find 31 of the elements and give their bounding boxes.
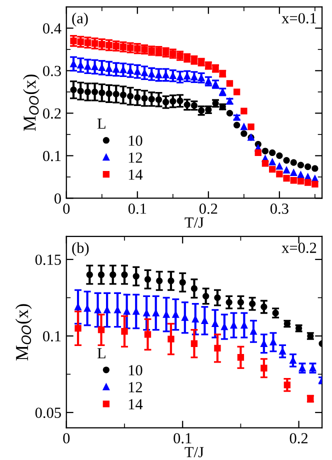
annotation: (a) xyxy=(72,12,88,26)
legend-label: 10 xyxy=(128,365,142,376)
legend-title: L xyxy=(97,348,106,358)
y-axis-title: M$_{OO}$(x) xyxy=(23,74,40,131)
x-tick-label: 0 xyxy=(63,204,70,214)
x-tick-label: 0.1 xyxy=(128,204,146,214)
x-tick-label: 0.3 xyxy=(270,204,288,214)
legend-title: L xyxy=(97,118,106,129)
x-axis-title: T/J xyxy=(184,447,204,458)
y-tick-label: 0.15 xyxy=(35,254,61,265)
y-tick-label: 0.1 xyxy=(43,150,61,162)
y-axis-title: M$_{OO}$(x) xyxy=(15,304,32,361)
x-tick-label: 0.2 xyxy=(199,204,218,214)
x-tick-label: 0 xyxy=(63,433,70,444)
legend-label: 12 xyxy=(128,382,142,392)
x-axis-title: T/J xyxy=(184,217,204,228)
y-tick-label: 0.1 xyxy=(43,331,61,342)
x-tick-label: 0.1 xyxy=(174,433,192,444)
y-tick-label: 0.4 xyxy=(43,23,62,34)
annotation: (b) xyxy=(72,242,89,256)
legend-label: 12 xyxy=(128,152,142,163)
legend-label: 10 xyxy=(128,136,142,146)
y-tick-label: 0.3 xyxy=(43,66,61,76)
y-tick-label: 0.05 xyxy=(35,408,61,418)
annotation: x=0.2 xyxy=(282,242,316,254)
annotation: x=0.1 xyxy=(282,13,316,24)
y-tick-label: 0 xyxy=(54,193,61,204)
y-tick-label: 0.2 xyxy=(43,108,61,119)
x-tick-label: 0.2 xyxy=(290,433,308,444)
legend-label: 14 xyxy=(128,399,143,410)
legend-label: 14 xyxy=(128,170,143,180)
